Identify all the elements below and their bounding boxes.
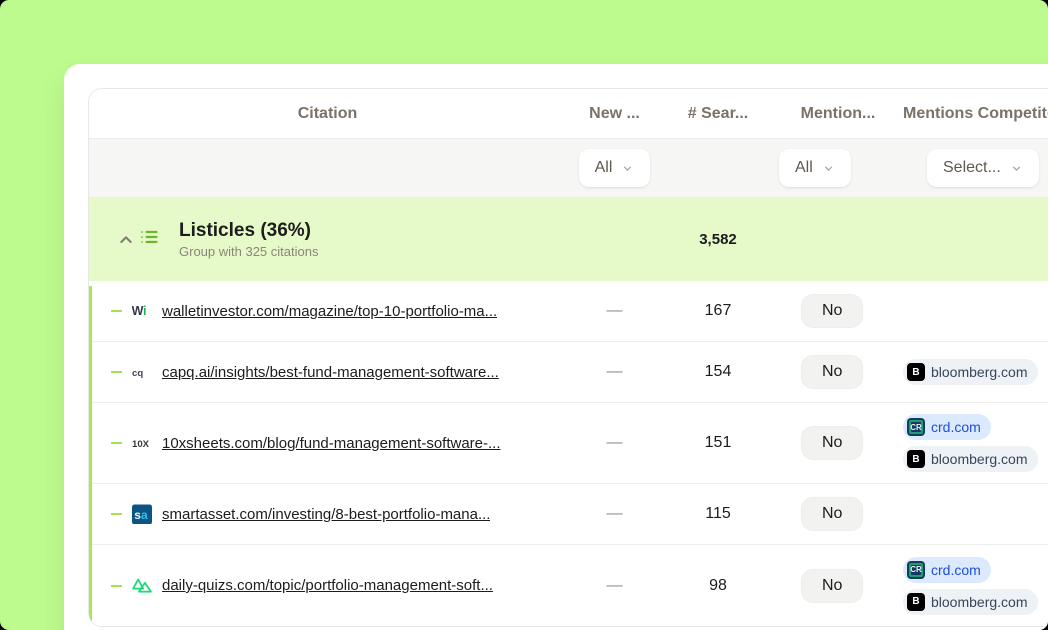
svg-text:cq: cq (132, 367, 143, 378)
svg-text:Wi: Wi (132, 304, 146, 318)
svg-text:10X: 10X (132, 438, 150, 449)
svg-text:sa: sa (134, 508, 148, 522)
